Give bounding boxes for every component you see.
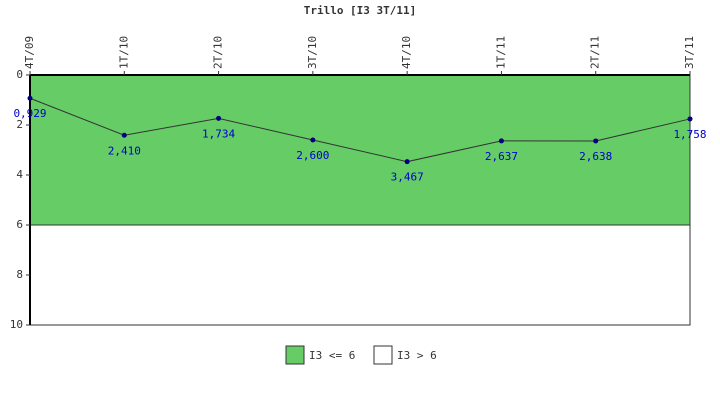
- y-tick-label: 8: [16, 268, 23, 281]
- y-tick-label: 4: [16, 168, 23, 181]
- point: [687, 116, 693, 122]
- point: [310, 137, 316, 143]
- legend-swatch: [373, 345, 393, 365]
- y-tick-label: 2: [16, 118, 23, 131]
- x-tick-label: 4T/09: [23, 36, 36, 69]
- chart-title: Trillo [I3 3T/11]: [304, 4, 417, 17]
- x-tick-label: 1T/11: [494, 36, 507, 69]
- data-label: 1,758: [673, 128, 706, 141]
- band: [29, 74, 691, 226]
- point: [404, 159, 410, 165]
- y-tick-label: 10: [10, 318, 23, 331]
- y-tick-label: 6: [16, 218, 23, 231]
- x-tick-label: 4T/10: [400, 36, 413, 69]
- data-label: 2,410: [108, 144, 141, 157]
- legend-swatch: [285, 345, 305, 365]
- band: [29, 224, 691, 326]
- legend-label: I3 <= 6: [309, 349, 355, 362]
- x-tick-label: 2T/10: [212, 36, 225, 69]
- point: [216, 115, 222, 121]
- data-label: 2,600: [296, 149, 329, 162]
- data-label: 0,929: [13, 107, 46, 120]
- x-tick-label: 2T/11: [589, 36, 602, 69]
- data-label: 2,638: [579, 150, 612, 163]
- point: [498, 138, 504, 144]
- point: [593, 138, 599, 144]
- x-tick-label: 3T/11: [683, 36, 696, 69]
- y-tick-label: 0: [16, 68, 23, 81]
- legend-label: I3 > 6: [397, 349, 437, 362]
- data-label: 1,734: [202, 127, 235, 140]
- x-tick-label: 3T/10: [306, 36, 319, 69]
- data-label: 3,467: [391, 171, 424, 184]
- point: [27, 95, 33, 101]
- point: [121, 132, 127, 138]
- x-tick-label: 1T/10: [117, 36, 130, 69]
- data-label: 2,637: [485, 150, 518, 163]
- line: [29, 97, 691, 163]
